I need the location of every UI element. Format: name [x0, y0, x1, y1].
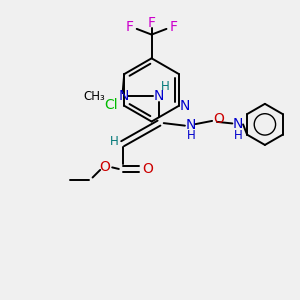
Text: F: F — [170, 20, 178, 34]
Text: O: O — [142, 162, 153, 176]
Text: H: H — [234, 129, 243, 142]
Text: H: H — [110, 135, 118, 148]
Text: CH₃: CH₃ — [83, 90, 105, 103]
Text: H: H — [187, 129, 196, 142]
Text: O: O — [99, 160, 110, 174]
Text: N: N — [119, 89, 129, 103]
Text: N: N — [154, 88, 164, 103]
Text: N: N — [179, 99, 190, 113]
Text: N: N — [233, 117, 243, 131]
Text: Cl: Cl — [104, 98, 118, 112]
Text: F: F — [125, 20, 134, 34]
Text: F: F — [148, 16, 156, 30]
Text: N: N — [185, 118, 196, 132]
Text: H: H — [161, 80, 170, 93]
Text: O: O — [213, 112, 224, 126]
